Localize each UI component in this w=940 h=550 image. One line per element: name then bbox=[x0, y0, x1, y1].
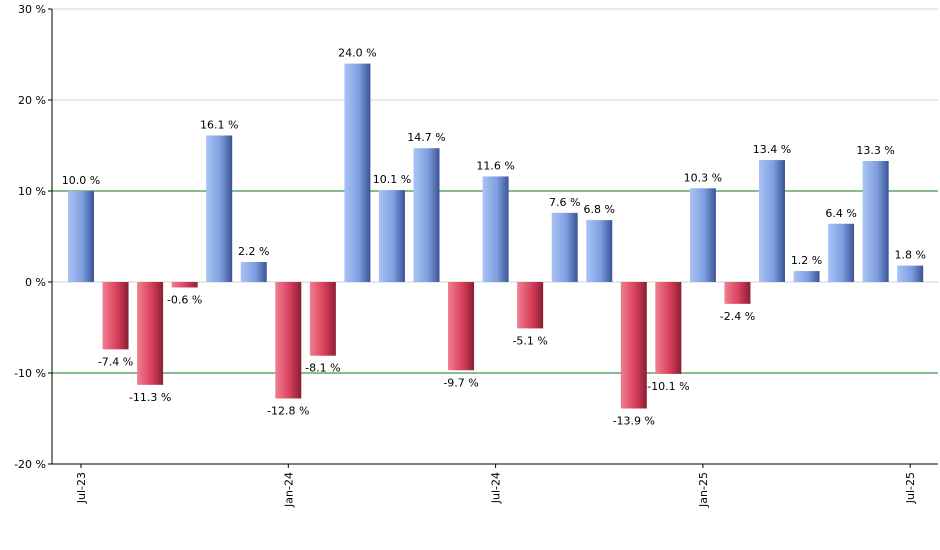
bar bbox=[448, 282, 475, 371]
x-tick-label: Jul-23 bbox=[75, 472, 88, 504]
data-label: 10.0 % bbox=[62, 174, 100, 187]
bar bbox=[482, 176, 509, 282]
y-tick-label: 20 % bbox=[18, 94, 46, 107]
data-label: 1.2 % bbox=[791, 254, 822, 267]
bar bbox=[206, 135, 233, 282]
bar bbox=[275, 282, 302, 399]
data-label: -7.4 % bbox=[98, 355, 133, 368]
data-label: 24.0 % bbox=[338, 47, 376, 60]
bar bbox=[378, 190, 405, 282]
bar bbox=[517, 282, 544, 329]
data-label: 2.2 % bbox=[238, 245, 269, 258]
data-label: 10.1 % bbox=[373, 173, 411, 186]
bar bbox=[137, 282, 164, 385]
bar bbox=[655, 282, 682, 374]
x-tick-label: Jan-25 bbox=[697, 472, 710, 508]
bar bbox=[828, 223, 855, 282]
data-label: 13.4 % bbox=[753, 143, 791, 156]
bar bbox=[862, 160, 889, 282]
y-tick-label: 0 % bbox=[25, 276, 46, 289]
bar bbox=[240, 261, 267, 282]
data-label: -0.6 % bbox=[167, 293, 202, 306]
data-label: -10.1 % bbox=[647, 380, 689, 393]
data-label: -5.1 % bbox=[512, 334, 547, 347]
bar bbox=[793, 271, 820, 282]
data-label: 10.3 % bbox=[684, 171, 722, 184]
bar bbox=[413, 148, 440, 282]
bar bbox=[102, 282, 129, 350]
data-labels: 10.0 % -7.4 % -11.3 % -0.6 % 16.1 % 2.2 % -12.… bbox=[62, 47, 926, 428]
bar bbox=[620, 282, 647, 409]
data-label: -9.7 % bbox=[443, 376, 478, 389]
data-label: -12.8 % bbox=[267, 404, 309, 417]
bar bbox=[551, 212, 578, 282]
data-label: 13.3 % bbox=[856, 144, 894, 157]
axes: 30 % 20 % 10 % 0 % -10 % -20 % Jul-23 Jan-24 Jul… bbox=[14, 3, 938, 508]
bar bbox=[171, 282, 198, 288]
bars bbox=[68, 63, 924, 409]
y-tick-label: -20 % bbox=[14, 458, 46, 471]
data-label: -8.1 % bbox=[305, 362, 340, 375]
x-tick-label: Jul-24 bbox=[490, 472, 503, 504]
data-label: 6.4 % bbox=[825, 207, 856, 220]
data-label: 1.8 % bbox=[894, 249, 925, 262]
bar bbox=[586, 220, 613, 282]
data-label: -13.9 % bbox=[613, 414, 655, 427]
bar bbox=[759, 160, 785, 282]
x-tick-label: Jan-24 bbox=[282, 472, 295, 508]
data-label: -11.3 % bbox=[129, 391, 171, 404]
bar bbox=[68, 191, 94, 282]
bar bbox=[724, 282, 751, 304]
data-label: -2.4 % bbox=[720, 310, 755, 323]
data-label: 16.1 % bbox=[200, 118, 238, 131]
bar bbox=[309, 282, 336, 356]
data-label: 14.7 % bbox=[407, 131, 445, 144]
data-label: 7.6 % bbox=[549, 196, 580, 209]
y-tick-label: 10 % bbox=[18, 185, 46, 198]
data-label: 11.6 % bbox=[476, 159, 514, 172]
bar bbox=[897, 265, 924, 282]
y-tick-label: 30 % bbox=[18, 3, 46, 16]
bar bbox=[344, 63, 371, 282]
x-tick-label: Jul-25 bbox=[904, 472, 917, 504]
data-label: 6.8 % bbox=[584, 203, 615, 216]
bar bbox=[689, 188, 716, 282]
y-tick-label: -10 % bbox=[14, 367, 46, 380]
